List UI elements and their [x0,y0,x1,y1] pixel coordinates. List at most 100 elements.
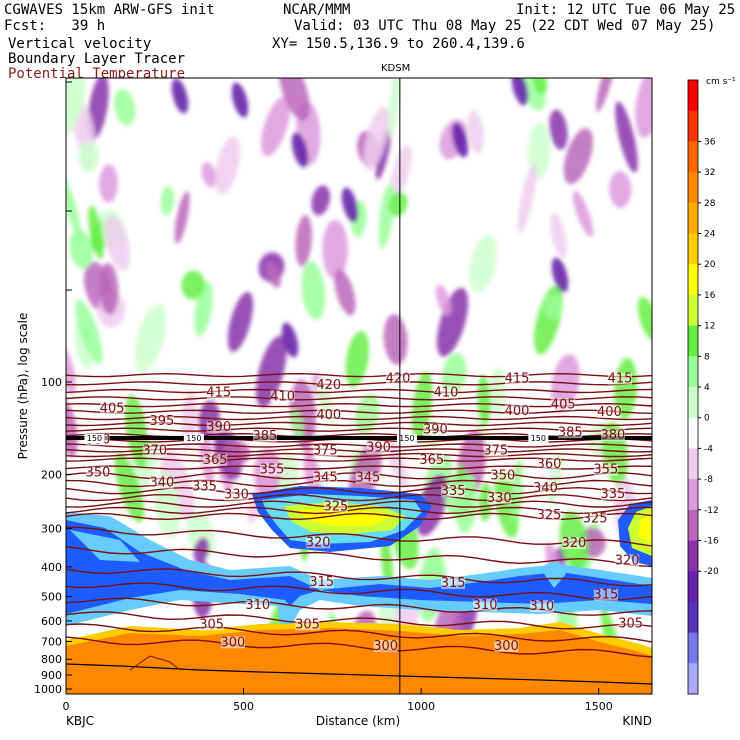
colorbar-label: 8 [704,352,710,362]
theta-label-bg [206,386,231,399]
colorbar-label: 24 [704,230,716,240]
theta-label: 420 [316,378,341,393]
theta-label-bg [597,405,622,418]
theta-contour [66,582,652,601]
downdraft-cell [104,215,131,271]
field-label-boundary-layer-tracer: Boundary Layer Tracer [8,51,186,67]
theta-label-bg [313,471,338,484]
theta-label: 335 [441,484,466,499]
theta-label-layer: 415 405 395 390 385 380 370 365 355 350 340 335 345 3… [84,372,643,654]
colorbar-swatch [688,294,698,327]
theta-contour [66,526,652,547]
downdraft-cell [261,96,291,157]
theta-label: 315 [593,588,618,603]
theta-label-bg [537,508,562,521]
thick-line-label: 150 [399,434,414,443]
theta-label-bg [270,390,295,403]
theta-label-bg [199,618,224,631]
theta-label: 380 [601,428,626,443]
theta-label-bg [316,408,341,421]
colorbar-swatch [688,202,698,234]
colorbar-label: -16 [704,537,719,547]
updraft-cell [469,235,498,293]
theta-label-bg [441,485,466,498]
colorbar-label: -4 [704,444,713,454]
theta-label: 390 [206,420,231,435]
colorbar-swatch [688,80,698,112]
colorbar-label: 36 [704,137,716,147]
theta-label-bg [386,372,411,385]
endpoint-right-kind: KIND [622,714,652,728]
theta-label-bg [505,372,530,385]
downdraft-cell [87,78,109,140]
updraft-cell [134,304,167,372]
colorbar-label: 16 [704,291,716,301]
colorbar-unit: cm s⁻¹ [706,77,736,87]
theta-label: 300 [221,635,246,650]
theta-label-bg [551,398,576,411]
terrain-contour-bump [129,655,181,671]
updraft-cell [88,205,104,260]
updraft-cell [78,141,100,172]
theta-label-bg [149,476,174,489]
colorbar-swatch [688,663,698,695]
downdraft-cell [375,128,391,180]
theta-label: 400 [316,408,341,423]
theta-label-bg [366,441,391,454]
colorbar-swatch [688,356,698,388]
updraft-cell [345,330,369,388]
terrain-line [66,663,652,685]
init-time: Init: 12 UTC Tue 06 May 25 [516,2,736,18]
strong-downdraft-cell [281,322,299,358]
colorbar-swatch [688,325,698,357]
x-tick-label: 500 [233,700,254,713]
theta-label: 405 [100,402,125,417]
thick-line-label-bg [84,434,105,443]
colorbar-label: -8 [704,475,713,485]
theta-label: 335 [601,487,626,502]
downdraft-cell [295,215,312,267]
theta-label: 355 [593,463,618,478]
downdraft-cell [517,162,537,234]
theta-label-bg [434,386,459,399]
theta-label: 390 [423,423,448,438]
colorbar-swatch [688,172,698,204]
tracer-right-yellow [638,514,652,544]
thick-line-label: 150 [531,434,546,443]
theta-label-bg [245,598,270,611]
theta-contour [66,381,652,386]
downdraft-cell [311,185,331,216]
downdraft-cell [278,78,310,121]
theta-label-bg [206,420,231,433]
downdraft-cell [266,262,281,288]
theta-label-bg [149,414,174,427]
colorbar-label: 0 [704,414,710,424]
downdraft-cell [227,291,254,352]
theta-label: 400 [597,405,622,420]
theta-contour [66,388,652,394]
theta-label: 340 [149,476,174,491]
theta-contour [66,568,652,587]
theta-label-bg [423,423,448,436]
theta-label: 385 [252,429,277,444]
cross-section-xy: XY= 150.5,136.9 to 260.4,139.6 [272,36,525,52]
updraft-cell [114,452,145,523]
theta-label: 310 [529,599,554,614]
theta-label-bg [533,482,558,495]
theta-label-bg [441,576,466,589]
theta-label: 415 [608,372,633,387]
thick-line-label-bg [396,434,417,443]
theta-label-bg [100,402,125,415]
theta-label: 375 [313,444,338,459]
potential-temperature-contours [66,372,652,658]
theta-label: 390 [366,441,391,456]
theta-label: 305 [199,617,224,632]
downdraft-cell [609,171,632,208]
strong-downdraft-cell [231,82,249,118]
theta-label: 365 [419,453,444,468]
updraft-cell [533,78,548,95]
theta-label: 310 [245,598,270,613]
theta-label-bg [224,488,249,501]
x-axis-ticks: 0 500 1000 1500 [63,688,613,713]
theta-label-bg [192,480,217,493]
